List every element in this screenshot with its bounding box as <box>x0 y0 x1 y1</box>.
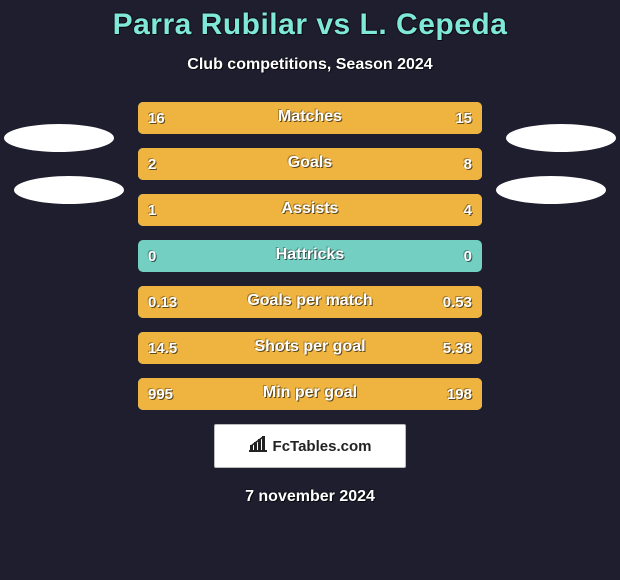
stat-left-value: 1 <box>148 202 156 219</box>
page-title: Parra Rubilar vs L. Cepeda <box>0 8 620 42</box>
comparison-card: Parra Rubilar vs L. Cepeda Club competit… <box>0 0 620 580</box>
subtitle: Club competitions, Season 2024 <box>0 56 620 74</box>
stat-row: 28Goals <box>138 148 482 180</box>
stat-left-value: 2 <box>148 156 156 173</box>
stat-right-value: 15 <box>455 110 472 127</box>
stat-left-value: 14.5 <box>148 340 177 357</box>
stat-bars: 1615Matches28Goals14Assists00Hattricks0.… <box>138 102 482 410</box>
chart-icon <box>249 436 267 456</box>
stat-row: 14Assists <box>138 194 482 226</box>
stat-row: 1615Matches <box>138 102 482 134</box>
brand-text: FcTables.com <box>273 438 372 455</box>
stat-row: 14.55.38Shots per goal <box>138 332 482 364</box>
stat-right-value: 5.38 <box>443 340 472 357</box>
stat-left-value: 0.13 <box>148 294 177 311</box>
footer-date: 7 november 2024 <box>0 488 620 506</box>
stat-right-value: 198 <box>447 386 472 403</box>
stat-row: 0.130.53Goals per match <box>138 286 482 318</box>
brand-badge: FcTables.com <box>214 424 406 468</box>
stat-right-value: 8 <box>464 156 472 173</box>
stat-left-value: 995 <box>148 386 173 403</box>
stat-right-value: 0 <box>464 248 472 265</box>
stat-left-value: 16 <box>148 110 165 127</box>
stat-row: 995198Min per goal <box>138 378 482 410</box>
stat-right-value: 4 <box>464 202 472 219</box>
stat-right-value: 0.53 <box>443 294 472 311</box>
stat-row: 00Hattricks <box>138 240 482 272</box>
stat-left-value: 0 <box>148 248 156 265</box>
stats-panel: 1615Matches28Goals14Assists00Hattricks0.… <box>0 102 620 410</box>
